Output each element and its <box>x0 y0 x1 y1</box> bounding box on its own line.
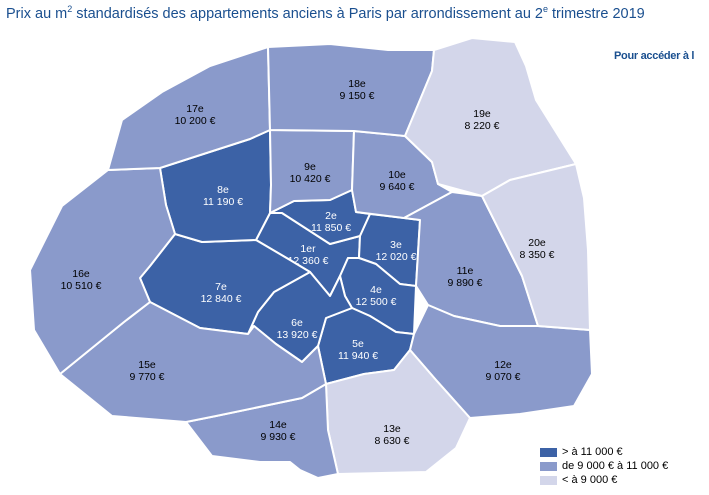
arrondissement-14e-price: 9 930 € <box>260 431 295 443</box>
arrondissement-7e-price: 12 840 € <box>201 293 242 305</box>
legend-label-high: > à 11 000 € <box>562 446 623 458</box>
arrondissement-14e-name: 14e <box>269 419 287 431</box>
arrondissement-2e-name: 2e <box>325 210 337 222</box>
arrondissement-17e-price: 10 200 € <box>175 115 216 127</box>
arrondissement-9e-price: 10 420 € <box>290 173 331 185</box>
arrondissement-15e-price: 9 770 € <box>129 371 164 383</box>
legend-item-high: > à 11 000 € <box>540 445 668 459</box>
arrondissement-18e-name: 18e <box>348 78 366 90</box>
legend-swatch-mid <box>540 461 557 471</box>
legend-label-low: < à 9 000 € <box>562 474 618 486</box>
arrondissement-5e-price: 11 940 € <box>338 350 378 362</box>
arrondissement-8e-price: 11 190 € <box>203 196 243 208</box>
arrondissement-9e-name: 9e <box>304 161 316 173</box>
arrondissement-19e-price: 8 220 € <box>464 120 499 132</box>
arrondissement-13e-name: 13e <box>383 423 401 435</box>
arrondissement-12e-name: 12e <box>494 359 512 371</box>
arrondissement-2e-price: 11 850 € <box>311 222 351 234</box>
legend-item-low: < à 9 000 € <box>540 473 668 487</box>
access-link[interactable]: Pour accéder à l <box>614 50 695 62</box>
arrondissement-20e-price: 8 350 € <box>519 249 554 261</box>
legend: > à 11 000 € de 9 000 € à 11 000 € < à 9… <box>540 445 668 487</box>
arrondissement-20e-name: 20e <box>528 237 546 249</box>
arrondissement-20e-area <box>481 163 591 331</box>
legend-swatch-low <box>540 475 557 485</box>
arrondissement-12e-price: 9 070 € <box>485 371 520 383</box>
arrondissement-16e-price: 10 510 € <box>61 280 102 292</box>
title-sup-2: e <box>542 4 548 14</box>
arrondissement-16e-name: 16e <box>72 268 90 280</box>
title-text-1: Prix au m <box>6 5 68 22</box>
arrondissement-4e-name: 4e <box>370 284 382 296</box>
arrondissement-8e-name: 8e <box>217 184 229 196</box>
legend-item-mid: de 9 000 € à 11 000 € <box>540 459 668 473</box>
title-text-2: standardisés des appartements anciens à … <box>72 5 543 22</box>
arrondissement-4e-price: 12 500 € <box>356 296 397 308</box>
arrondissement-11e-name: 11e <box>457 265 474 277</box>
arrondissement-17e-name: 17e <box>186 103 204 115</box>
arrondissement-13e-price: 8 630 € <box>374 435 409 447</box>
arrondissement-18e-price: 9 150 € <box>339 90 374 102</box>
legend-label-mid: de 9 000 € à 11 000 € <box>562 460 669 472</box>
arrondissement-1er-name: 1er <box>300 243 316 255</box>
title-sup-1: 2 <box>67 4 73 14</box>
arrondissement-15e-area <box>59 301 327 423</box>
arrondissement-5e-name: 5e <box>352 338 364 350</box>
legend-swatch-high <box>540 447 557 457</box>
arrondissement-15e-name: 15e <box>138 359 156 371</box>
arrondissement-6e-name: 6e <box>291 317 303 329</box>
map-title: Prix au m2 standardisés des appartements… <box>6 4 645 22</box>
arrondissement-6e-price: 13 920 € <box>277 329 318 341</box>
arrondissement-3e-price: 12 020 € <box>376 251 417 263</box>
arrondissement-3e-name: 3e <box>390 239 402 251</box>
arrondissement-10e-name: 10e <box>388 169 406 181</box>
arrondissement-16e-area <box>29 167 176 375</box>
arrondissement-7e-name: 7e <box>215 281 227 293</box>
arrondissement-19e-name: 19e <box>473 108 491 120</box>
title-text-3: trimestre 2019 <box>548 5 645 22</box>
arrondissement-10e-price: 9 640 € <box>379 181 414 193</box>
arrondissement-11e-price: 9 890 € <box>447 277 482 289</box>
